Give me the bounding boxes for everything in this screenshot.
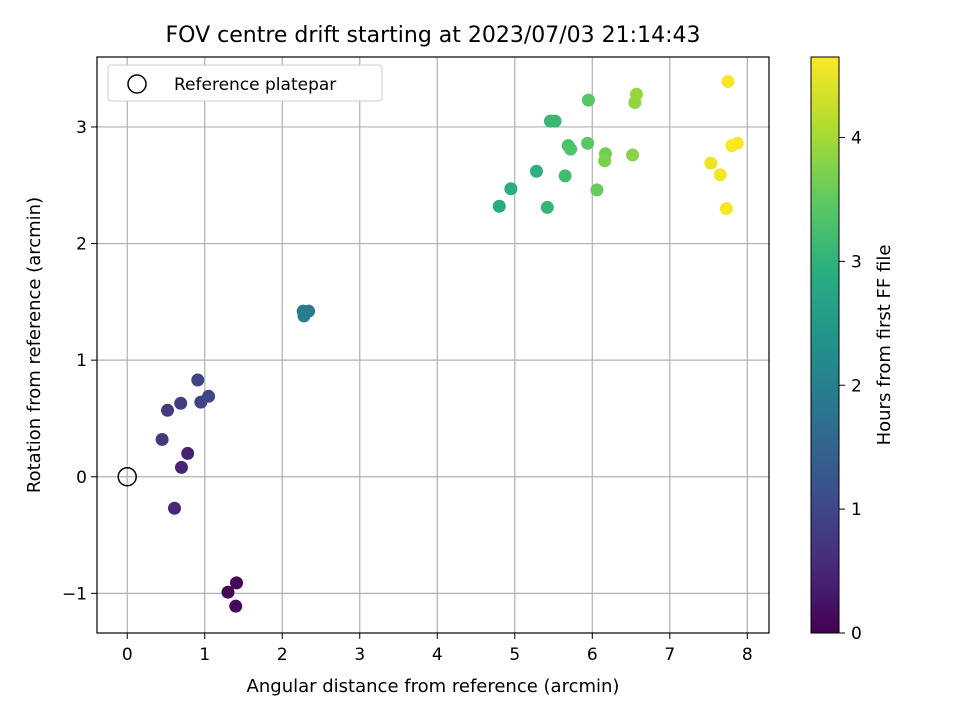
data-point bbox=[548, 114, 562, 128]
data-point bbox=[504, 182, 518, 196]
x-tick-label: 6 bbox=[587, 645, 598, 665]
y-tick-label: 0 bbox=[76, 468, 87, 488]
y-axis-label: Rotation from reference (arcmin) bbox=[24, 197, 45, 493]
x-axis-label: Angular distance from reference (arcmin) bbox=[247, 676, 620, 697]
colorbar-tick-label: 4 bbox=[851, 129, 862, 149]
data-point bbox=[721, 74, 735, 88]
data-point bbox=[540, 200, 554, 214]
data-point bbox=[297, 309, 311, 323]
data-point bbox=[229, 599, 243, 613]
data-point bbox=[581, 93, 595, 107]
colorbar: 0 1 2 3 4 Hours from first FF file bbox=[810, 56, 895, 644]
plot-frame bbox=[96, 56, 770, 634]
data-point bbox=[713, 168, 727, 182]
y-tick-label: −1 bbox=[62, 584, 87, 604]
y-tick-label: 1 bbox=[76, 351, 87, 371]
data-point bbox=[719, 202, 733, 216]
data-point bbox=[202, 389, 216, 403]
x-tick-label: 3 bbox=[354, 645, 365, 665]
y-axis-ticks: −1 0 1 2 3 bbox=[62, 118, 97, 604]
reference-platepar-marker bbox=[117, 467, 137, 487]
x-tick-label: 7 bbox=[664, 645, 675, 665]
y-tick-label: 2 bbox=[76, 235, 87, 255]
x-tick-label: 4 bbox=[432, 645, 443, 665]
x-tick-label: 0 bbox=[122, 645, 133, 665]
colorbar-ticks: 0 1 2 3 4 bbox=[839, 129, 862, 644]
legend-box bbox=[107, 64, 383, 102]
colorbar-tick-label: 0 bbox=[851, 624, 862, 644]
legend-marker-icon bbox=[127, 74, 147, 94]
data-point bbox=[191, 373, 205, 387]
data-point bbox=[181, 446, 195, 460]
data-point bbox=[730, 136, 744, 150]
colorbar-tick-label: 3 bbox=[851, 252, 862, 272]
x-tick-label: 1 bbox=[199, 645, 210, 665]
data-point bbox=[174, 396, 188, 410]
data-point bbox=[581, 136, 595, 150]
legend-entry-reference: Reference platepar bbox=[174, 75, 336, 95]
data-point bbox=[598, 154, 612, 168]
plot-background bbox=[97, 57, 769, 633]
x-tick-label: 5 bbox=[509, 645, 520, 665]
data-point bbox=[161, 403, 175, 417]
data-points bbox=[155, 74, 744, 613]
x-axis-ticks: 0 1 2 3 4 5 6 7 8 bbox=[122, 633, 753, 665]
colorbar-gradient bbox=[810, 56, 840, 634]
y-tick-label: 3 bbox=[76, 118, 87, 138]
x-tick-label: 8 bbox=[742, 645, 753, 665]
data-point bbox=[626, 148, 640, 162]
plot-area bbox=[96, 56, 770, 634]
colorbar-tick-label: 1 bbox=[851, 500, 862, 520]
data-point bbox=[629, 87, 643, 101]
legend: Reference platepar bbox=[107, 64, 383, 102]
data-point bbox=[221, 585, 235, 599]
data-point bbox=[155, 432, 169, 446]
data-point bbox=[492, 199, 506, 213]
data-point bbox=[564, 142, 578, 156]
colorbar-tick-label: 2 bbox=[851, 376, 862, 396]
data-point bbox=[590, 183, 604, 197]
x-gridlines bbox=[126, 57, 748, 633]
chart-title: FOV centre drift starting at 2023/07/03 … bbox=[166, 23, 701, 48]
colorbar-label: Hours from first FF file bbox=[874, 245, 895, 446]
data-point bbox=[174, 460, 188, 474]
data-point bbox=[704, 156, 718, 170]
x-tick-label: 2 bbox=[277, 645, 288, 665]
data-point bbox=[168, 501, 182, 515]
y-gridlines bbox=[97, 126, 769, 594]
data-point bbox=[230, 576, 244, 590]
data-point bbox=[529, 164, 543, 178]
data-point bbox=[558, 169, 572, 183]
